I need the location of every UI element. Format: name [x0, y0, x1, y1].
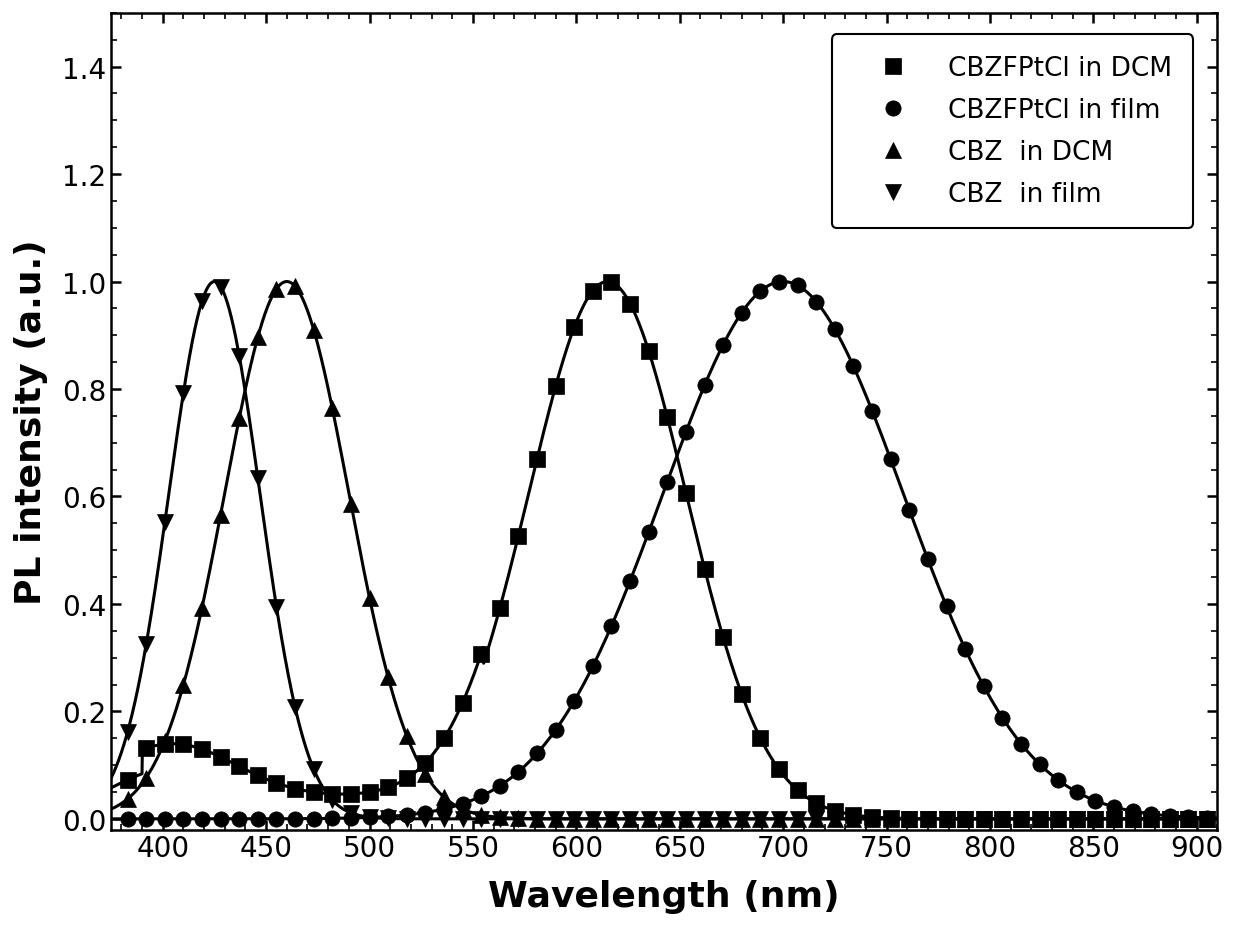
CBZ  in DCM: [306, 324, 321, 336]
CBZ  in DCM: [697, 813, 712, 824]
CBZ  in DCM: [418, 769, 433, 781]
CBZ  in film: [920, 813, 935, 824]
CBZFPtCl in film: [678, 427, 693, 438]
Line: CBZFPtCl in film: CBZFPtCl in film: [120, 275, 1215, 827]
CBZFPtCl in DCM: [920, 813, 935, 824]
CBZ  in film: [418, 813, 433, 824]
CBZ  in film: [157, 517, 172, 528]
Line: CBZ  in DCM: CBZ in DCM: [120, 279, 1215, 827]
CBZ  in film: [697, 813, 712, 824]
CBZFPtCl in film: [288, 813, 303, 824]
CBZFPtCl in DCM: [399, 773, 414, 784]
Legend: CBZFPtCl in DCM, CBZFPtCl in film, CBZ  in DCM, CBZ  in film: CBZFPtCl in DCM, CBZFPtCl in film, CBZ i…: [832, 35, 1193, 229]
Y-axis label: PL intensity (a.u.): PL intensity (a.u.): [14, 239, 48, 604]
CBZFPtCl in DCM: [697, 564, 712, 575]
Line: CBZ  in film: CBZ in film: [120, 280, 1215, 827]
CBZ  in DCM: [288, 282, 303, 293]
CBZ  in film: [213, 282, 228, 293]
CBZ  in film: [250, 473, 265, 484]
CBZFPtCl in film: [920, 554, 935, 565]
CBZFPtCl in film: [1199, 812, 1214, 823]
Line: CBZFPtCl in DCM: CBZFPtCl in DCM: [120, 275, 1215, 827]
CBZFPtCl in DCM: [120, 774, 135, 785]
X-axis label: Wavelength (nm): Wavelength (nm): [489, 879, 839, 913]
CBZ  in DCM: [232, 413, 247, 425]
CBZ  in film: [120, 727, 135, 738]
CBZ  in film: [1199, 813, 1214, 824]
CBZ  in DCM: [157, 736, 172, 747]
CBZ  in DCM: [920, 813, 935, 824]
CBZFPtCl in DCM: [157, 739, 172, 750]
CBZFPtCl in DCM: [288, 783, 303, 794]
CBZFPtCl in film: [120, 813, 135, 824]
CBZ  in film: [306, 764, 321, 775]
CBZFPtCl in DCM: [604, 277, 619, 288]
CBZFPtCl in film: [771, 277, 786, 288]
CBZFPtCl in film: [232, 813, 247, 824]
CBZ  in DCM: [1199, 813, 1214, 824]
CBZFPtCl in DCM: [1199, 813, 1214, 824]
CBZFPtCl in film: [399, 809, 414, 820]
CBZ  in DCM: [120, 794, 135, 805]
CBZFPtCl in film: [157, 813, 172, 824]
CBZFPtCl in DCM: [232, 761, 247, 772]
